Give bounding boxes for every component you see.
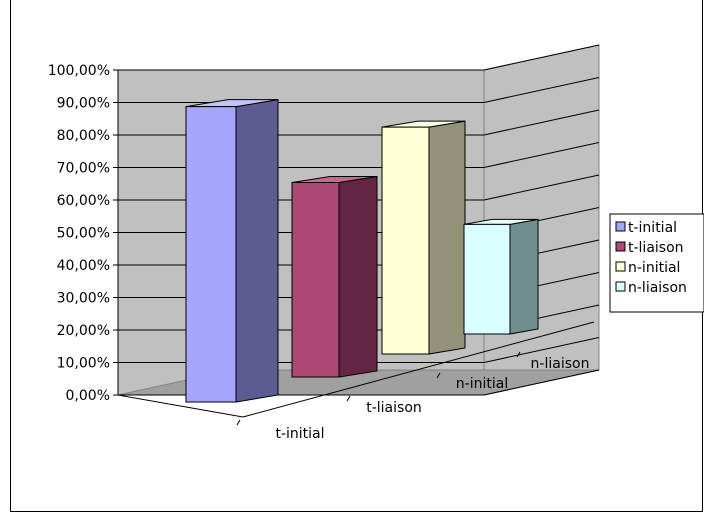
y-tick-label: 20,00%: [57, 323, 110, 339]
gridline-side: [483, 109, 600, 136]
x-tick: [346, 395, 351, 402]
gridline-side: [483, 77, 600, 103]
y-tick-label: 10,00%: [57, 356, 110, 372]
legend-swatch-n-liaison: [615, 281, 626, 292]
legend-swatch-t-liaison: [615, 241, 626, 252]
bar-t-liaison: [291, 182, 340, 378]
bar-n-liaison: [463, 223, 511, 335]
x-tick: [516, 351, 521, 358]
gridline-side: [483, 44, 600, 71]
y-tick-label: 80,00%: [57, 128, 110, 144]
bar-side-n-initial: [428, 120, 466, 355]
bar-n-initial: [381, 126, 430, 355]
legend-label-n-liaison: n-liaison: [628, 280, 687, 296]
y-tick-label: 60,00%: [57, 193, 110, 209]
gridline-side: [483, 174, 600, 201]
x-tick-label-t-liaison: t-liaison: [366, 400, 422, 416]
x-tick: [436, 372, 441, 379]
legend: [609, 213, 704, 313]
y-tick-label: 70,00%: [57, 161, 110, 177]
legend-swatch-t-initial: [615, 221, 626, 232]
y-tick-label: 90,00%: [57, 96, 110, 112]
legend-label-n-initial: n-initial: [628, 260, 680, 276]
legend-label-t-liaison: t-liaison: [628, 240, 684, 256]
legend-label-t-initial: t-initial: [628, 220, 677, 236]
x-tick-label-t-initial: t-initial: [275, 426, 324, 442]
y-tick-label: 50,00%: [57, 226, 110, 242]
x-tick-label-n-liaison: n-liaison: [531, 356, 590, 372]
gridline-side: [483, 337, 600, 363]
gridline-side: [483, 142, 600, 168]
x-tick: [236, 419, 241, 426]
gridline-side: [483, 369, 600, 396]
y-tick-label: 30,00%: [57, 291, 110, 307]
floor-left-edge: [117, 394, 244, 418]
y-tick-label: 100,00%: [48, 63, 110, 79]
x-tick-label-n-initial: n-initial: [456, 376, 508, 392]
x-axis: [242, 321, 595, 418]
y-tick-label: 0,00%: [66, 388, 110, 404]
legend-swatch-n-initial: [615, 261, 626, 272]
bar-side-n-liaison: [509, 218, 539, 335]
y-tick-label: 40,00%: [57, 258, 110, 274]
bar-side-t-initial: [235, 99, 279, 403]
bar-t-initial: [185, 106, 237, 403]
bar-side-t-liaison: [338, 175, 378, 378]
